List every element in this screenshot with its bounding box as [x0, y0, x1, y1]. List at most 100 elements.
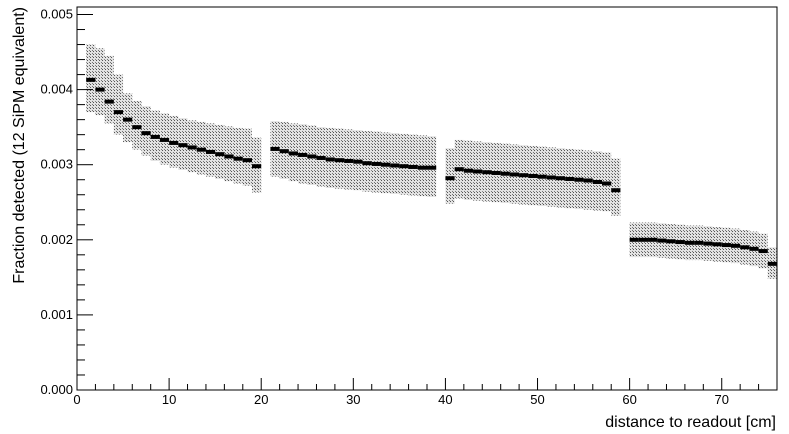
data-point [159, 137, 170, 142]
data-point [491, 170, 501, 175]
data-point [546, 175, 556, 180]
error-band-bin [141, 106, 151, 156]
data-point [482, 170, 492, 175]
data-point [611, 188, 621, 193]
data-point [288, 151, 299, 156]
y-tick-label: 0.003 [40, 157, 73, 172]
data-point [399, 164, 409, 169]
x-tick-label: 30 [346, 392, 360, 407]
data-point [473, 169, 483, 174]
x-axis-title: distance to readout [cm] [605, 414, 776, 431]
data-point [565, 176, 575, 181]
data-point [509, 172, 520, 177]
data-point [721, 243, 731, 248]
y-tick-label: 0.005 [40, 7, 73, 22]
data-point [362, 161, 372, 166]
data-point [657, 238, 667, 243]
data-point [132, 125, 142, 130]
data-point [537, 174, 547, 179]
data-point [307, 154, 317, 159]
data-point [740, 245, 750, 250]
error-band-bin [104, 55, 114, 124]
data-point [150, 134, 160, 139]
y-axis-title: Fraction detected (12 SiPM equivalent) [11, 7, 28, 284]
data-point [187, 145, 197, 150]
data-point [169, 140, 179, 145]
data-point [758, 249, 768, 254]
data-point [703, 241, 713, 246]
data-point [252, 164, 262, 169]
data-point [555, 176, 566, 181]
y-tick-label: 0.002 [40, 232, 73, 247]
data-point [463, 168, 474, 173]
data-point [178, 143, 188, 148]
data-point [648, 237, 658, 242]
data-markers [86, 77, 777, 266]
data-point [592, 179, 602, 184]
data-point [528, 173, 538, 178]
error-band-bin [611, 158, 621, 216]
data-point [500, 171, 510, 176]
y-tick-label: 0.004 [40, 82, 73, 97]
error-band-bin [113, 74, 124, 135]
data-point [380, 162, 391, 167]
data-point [675, 240, 685, 245]
data-point [427, 165, 437, 170]
data-point [684, 240, 695, 245]
data-point [445, 176, 455, 181]
data-point [141, 131, 151, 136]
x-tick-label: 50 [530, 392, 544, 407]
data-point [95, 87, 105, 92]
data-point [205, 149, 216, 154]
error-band-bin [215, 124, 225, 179]
data-point [233, 156, 243, 161]
data-point [417, 165, 427, 170]
data-point [224, 154, 234, 159]
data-point [602, 181, 612, 186]
data-point [519, 173, 529, 178]
data-point [242, 158, 252, 163]
x-tick-label: 0 [73, 392, 80, 407]
data-point [298, 152, 308, 157]
x-tick-label: 60 [622, 392, 636, 407]
axes: 0 10 20 30 40 50 60 70 0.000 0.001 0.002 0.003 0.004… [40, 7, 778, 407]
error-band-bin [224, 126, 234, 182]
data-point [113, 110, 124, 115]
data-point [583, 178, 593, 183]
data-point [629, 237, 639, 242]
data-point [749, 246, 759, 251]
data-point [408, 164, 418, 169]
data-point [371, 161, 381, 166]
data-point [344, 158, 354, 163]
x-tick-label: 40 [438, 392, 452, 407]
data-point [767, 261, 777, 266]
x-tick-label: 20 [254, 392, 268, 407]
data-point [270, 146, 280, 151]
data-point [353, 159, 363, 164]
data-point [215, 152, 225, 157]
error-band-bin [242, 128, 252, 186]
data-point [325, 157, 335, 162]
data-point [279, 149, 289, 154]
error-band-bin [95, 48, 105, 116]
y-tick-label: 0.000 [40, 382, 73, 397]
data-point [574, 177, 584, 182]
y-tick-label: 0.001 [40, 307, 73, 322]
data-point [104, 99, 114, 104]
error-band-bin [445, 148, 455, 204]
data-point [694, 240, 704, 245]
x-tick-label: 70 [715, 392, 729, 407]
data-point [334, 158, 345, 163]
data-point [390, 163, 400, 168]
data-point [86, 77, 96, 82]
data-point [730, 243, 741, 248]
x-tick-label: 10 [162, 392, 176, 407]
data-point [666, 239, 676, 244]
data-point [123, 117, 133, 122]
data-point [712, 242, 722, 247]
error-band-bin [233, 127, 243, 184]
plot-background [77, 7, 777, 390]
data-point [316, 155, 326, 160]
data-point [638, 237, 649, 242]
